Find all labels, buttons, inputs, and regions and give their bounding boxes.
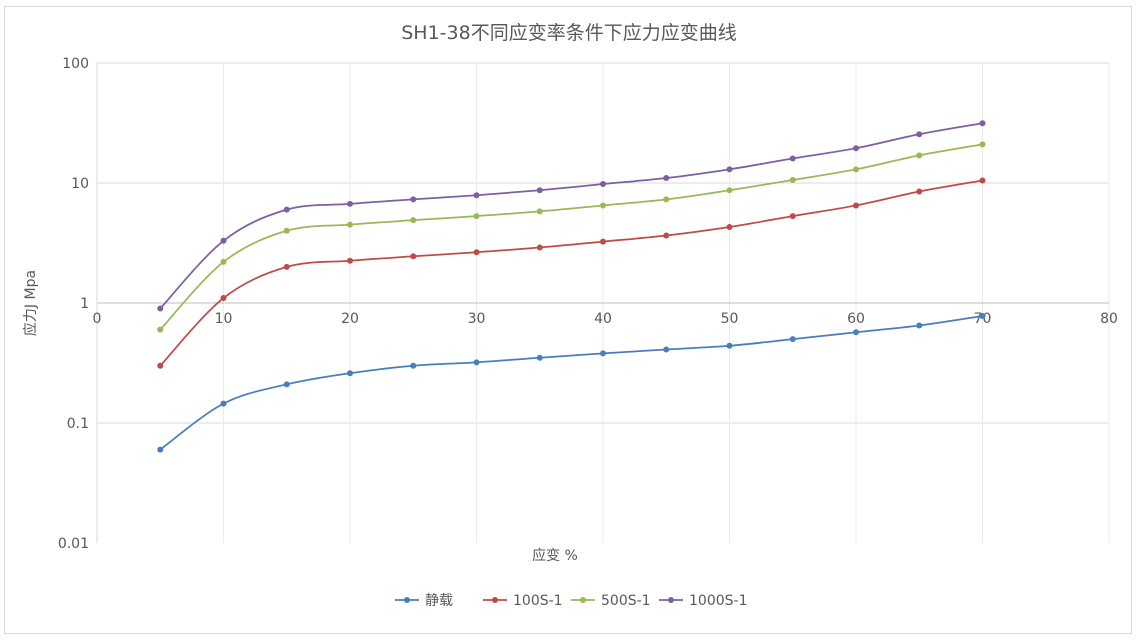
y-tick-label: 100 xyxy=(62,56,89,72)
data-point xyxy=(157,305,164,312)
data-point xyxy=(220,295,227,302)
data-point xyxy=(220,258,227,265)
data-point xyxy=(726,223,733,230)
legend-swatch-marker xyxy=(404,597,410,603)
series-3 xyxy=(157,120,986,312)
data-point xyxy=(410,362,417,369)
legend-item: 500S-1 xyxy=(571,593,651,609)
data-point xyxy=(979,177,986,184)
data-point xyxy=(726,166,733,173)
data-point xyxy=(347,200,353,207)
data-point xyxy=(726,342,733,349)
data-point xyxy=(726,187,733,194)
data-point xyxy=(853,145,859,152)
legend-label: 1000S-1 xyxy=(689,593,747,609)
data-point xyxy=(283,381,290,388)
x-tick-label: 40 xyxy=(594,311,612,327)
legend-swatch-marker xyxy=(668,597,674,603)
legend-swatch-marker xyxy=(492,597,498,603)
data-point xyxy=(789,176,796,183)
y-tick-label: 10 xyxy=(71,176,89,192)
data-point xyxy=(663,196,670,203)
data-point xyxy=(157,326,164,333)
data-point xyxy=(979,141,986,148)
axes: 100 10 1 0.1 0.01 0 10 20 30 40 50 60 70 80 xyxy=(58,56,1118,552)
x-tick-label: 60 xyxy=(847,311,865,327)
legend-item: 静载 xyxy=(395,593,453,609)
data-point xyxy=(916,188,923,195)
data-point xyxy=(853,166,859,173)
data-point xyxy=(220,400,227,407)
data-point xyxy=(283,227,290,234)
legend-item: 100S-1 xyxy=(483,593,563,609)
data-point xyxy=(536,244,543,251)
x-axis-title: 应变 % xyxy=(532,547,578,564)
data-point xyxy=(789,336,796,343)
x-tick-label: 0 xyxy=(93,311,102,327)
data-point xyxy=(600,181,606,188)
data-point xyxy=(410,196,417,203)
legend-label: 静载 xyxy=(425,593,453,609)
data-point xyxy=(410,253,417,260)
data-point xyxy=(410,217,417,224)
series-0 xyxy=(157,312,986,453)
data-point xyxy=(853,202,859,209)
x-tick-label: 10 xyxy=(215,311,233,327)
x-tick-label: 50 xyxy=(721,311,739,327)
data-point xyxy=(663,175,670,182)
data-point xyxy=(536,187,543,194)
y-axis-title: 应力J Mpa xyxy=(22,270,39,336)
data-point xyxy=(916,322,923,329)
series-2 xyxy=(157,141,986,333)
legend-label: 500S-1 xyxy=(601,593,651,609)
series-line xyxy=(159,315,983,451)
series-line xyxy=(159,143,983,331)
data-point xyxy=(979,120,986,127)
data-point xyxy=(473,359,480,366)
x-tick-label: 70 xyxy=(974,311,992,327)
data-point xyxy=(663,232,670,239)
chart-canvas: SH1-38不同应变率条件下应力应变曲线 100 10 1 0.1 0.01 0 10 20 3… xyxy=(22,22,1118,609)
data-point xyxy=(600,202,606,209)
data-point xyxy=(347,257,353,264)
data-point xyxy=(600,350,606,357)
x-tick-label: 20 xyxy=(341,311,359,327)
y-tick-label: 1 xyxy=(80,296,89,312)
data-point xyxy=(916,152,923,159)
data-point xyxy=(283,206,290,213)
data-point xyxy=(157,446,164,453)
y-tick-label: 0.1 xyxy=(67,416,89,432)
data-point xyxy=(789,155,796,162)
data-point xyxy=(347,221,353,228)
series-1 xyxy=(157,177,986,369)
data-point xyxy=(663,346,670,353)
data-point xyxy=(853,329,859,336)
data-point xyxy=(283,263,290,270)
data-point xyxy=(473,192,480,199)
data-point xyxy=(536,354,543,361)
data-point xyxy=(347,370,353,377)
y-tick-label: 0.01 xyxy=(58,536,89,552)
chart-frame: SH1-38不同应变率条件下应力应变曲线 100 10 1 0.1 0.01 0 10 20 3… xyxy=(4,6,1132,634)
data-point xyxy=(536,208,543,215)
legend-label: 100S-1 xyxy=(513,593,563,609)
data-point xyxy=(916,131,923,138)
legend-swatch-marker xyxy=(580,597,586,603)
x-tick-label: 80 xyxy=(1100,311,1118,327)
data-point xyxy=(473,213,480,220)
data-point xyxy=(220,237,227,244)
legend-item: 1000S-1 xyxy=(659,593,747,609)
data-point xyxy=(473,249,480,256)
x-tick-label: 30 xyxy=(468,311,486,327)
legend: 静载 100S-1 500S-1 1000S-1 xyxy=(395,593,747,609)
data-point xyxy=(979,312,986,319)
data-point xyxy=(600,238,606,245)
series-layer xyxy=(157,120,986,453)
series-line xyxy=(159,122,983,310)
data-point xyxy=(157,362,164,369)
chart-title: SH1-38不同应变率条件下应力应变曲线 xyxy=(401,22,736,44)
data-point xyxy=(789,213,796,220)
